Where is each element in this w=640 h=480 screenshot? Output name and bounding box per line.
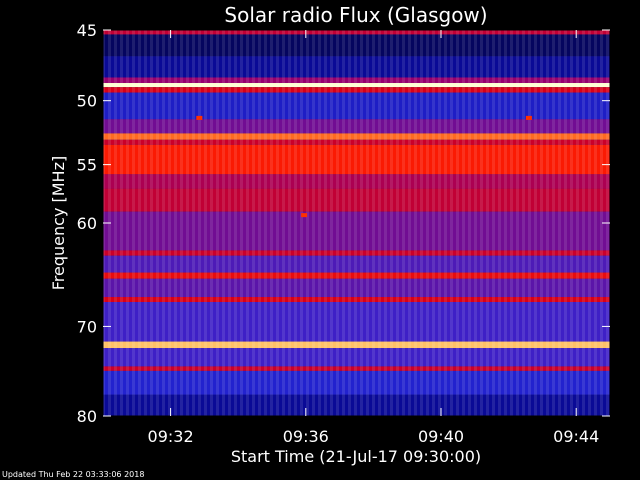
plot-area xyxy=(102,29,611,417)
y-tick-label-3: 60 xyxy=(77,214,97,233)
x-axis-ticks: 09:32 09:36 09:40 09:44 xyxy=(148,30,599,446)
x-tick-label-0: 09:32 xyxy=(148,427,194,446)
burst-spot-1 xyxy=(301,213,308,218)
burst-spots xyxy=(196,115,532,218)
update-timestamp: Updated Thu Feb 22 03:33:06 2018 xyxy=(2,470,145,479)
chart-title: Solar radio Flux (Glasgow) xyxy=(224,3,487,27)
y-tick-label-2: 55 xyxy=(77,156,97,175)
x-tick-label-2: 09:40 xyxy=(418,427,464,446)
burst-spot-2 xyxy=(525,115,532,120)
burst-spot-0 xyxy=(196,115,203,120)
x-tick-label-1: 09:36 xyxy=(283,427,329,446)
x-tick-label-3: 09:44 xyxy=(553,427,599,446)
y-axis-label: Frequency [MHz] xyxy=(49,156,68,290)
y-tick-label-5: 80 xyxy=(77,407,97,426)
y-tick-label-4: 70 xyxy=(77,317,97,336)
x-axis-label: Start Time (21-Jul-17 09:30:00) xyxy=(231,447,481,466)
y-tick-label-0: 45 xyxy=(77,21,97,40)
texture-overlay xyxy=(103,30,610,416)
y-tick-label-1: 50 xyxy=(77,92,97,111)
y-axis-ticks: 45 50 55 60 70 80 xyxy=(77,21,610,426)
